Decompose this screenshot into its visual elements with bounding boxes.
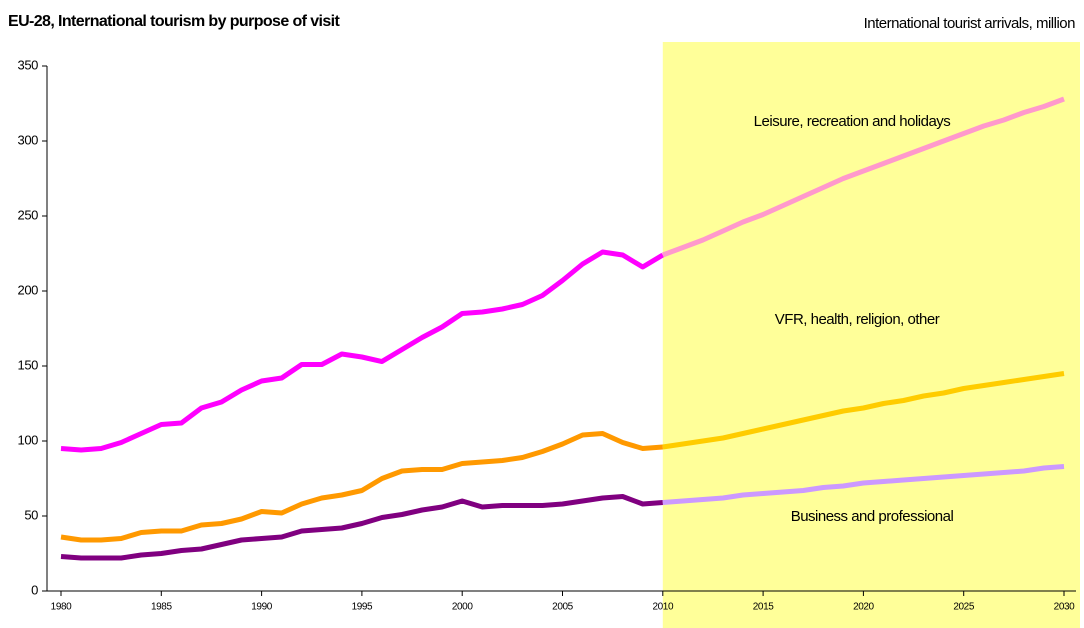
- x-tick-label: 2015: [753, 602, 774, 613]
- series-label: Leisure, recreation and holidays: [754, 113, 951, 130]
- x-tick-label: 2000: [452, 602, 473, 613]
- y-tick-label: 150: [18, 357, 39, 372]
- line-forecast: [661, 96, 1065, 258]
- x-tick-label: 1980: [51, 602, 72, 613]
- x-tick-label: 2020: [853, 602, 874, 613]
- line-historical: [60, 431, 663, 543]
- chart-subtitle: International tourist arrivals, million: [864, 15, 1076, 32]
- y-tick-label: 50: [24, 507, 38, 522]
- x-tick-label: 1985: [151, 602, 172, 613]
- y-tick-label: 350: [18, 57, 39, 72]
- y-tick-label: 200: [18, 282, 39, 297]
- x-tick-label: 2010: [652, 602, 673, 613]
- series-label: Business and professional: [791, 508, 954, 525]
- x-tick-label: 1990: [251, 602, 272, 613]
- x-tick-label: 2025: [953, 602, 974, 613]
- y-tick-label: 300: [18, 132, 39, 147]
- line-forecast: [662, 371, 1065, 450]
- y-tick-label: 0: [31, 582, 38, 597]
- series-label: VFR, health, religion, other: [775, 311, 940, 328]
- chart-title: EU-28, International tourism by purpose …: [8, 13, 341, 30]
- x-tick-label: 2030: [1054, 602, 1075, 613]
- forecast-shade: [662, 42, 1080, 628]
- x-tick-label: 1995: [352, 602, 373, 613]
- line-forecast: [662, 464, 1065, 505]
- y-tick-label: 250: [18, 207, 39, 222]
- line-historical: [60, 494, 663, 561]
- line-historical: [60, 249, 665, 453]
- x-tick-label: 2005: [552, 602, 573, 613]
- y-tick-label: 100: [18, 432, 39, 447]
